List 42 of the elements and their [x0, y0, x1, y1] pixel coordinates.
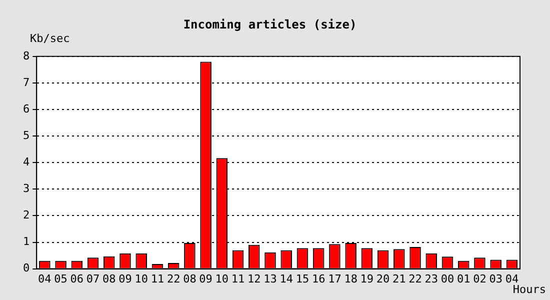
y-tick-label: 4 [23, 155, 30, 168]
x-tick-label: 05 [54, 272, 68, 286]
x-tick-label: 10 [215, 272, 229, 286]
x-tick-label: 19 [360, 272, 374, 286]
x-tick-label: 08 [183, 272, 196, 286]
x-tick-label: 23 [424, 272, 438, 286]
y-tick-label: 5 [23, 128, 30, 142]
x-tick-label: 20 [376, 272, 390, 286]
x-tick-label: 06 [70, 272, 84, 286]
x-tick-label: 08 [102, 272, 116, 286]
x-tick-label: 22 [166, 272, 180, 286]
x-tick-label: 10 [134, 272, 148, 286]
y-tick-label: 0 [23, 262, 30, 275]
y-tick-label: 8 [23, 49, 30, 62]
x-tick-label: 11 [231, 272, 245, 286]
x-tick-label: 18 [344, 272, 358, 286]
y-tick-label: 2 [23, 208, 30, 222]
y-tick-label: 7 [23, 76, 30, 89]
x-tick-label: 03 [489, 272, 502, 286]
x-tick-label: 04 [505, 272, 519, 286]
x-tick-label: 02 [473, 272, 486, 286]
y-tick-label: 6 [23, 102, 30, 116]
x-tick-label: 15 [296, 272, 310, 286]
y-tick-label: 3 [23, 182, 30, 196]
x-tick-label: 09 [118, 272, 132, 286]
y-axis-title: Kb/sec [30, 32, 70, 45]
x-tick-label: 12 [248, 272, 261, 286]
x-tick-label: 01 [456, 272, 470, 286]
x-tick-label: 16 [312, 272, 326, 286]
y-tick-label: 1 [23, 235, 30, 248]
x-tick-label: 14 [280, 272, 294, 286]
x-tick-label: 17 [328, 272, 342, 286]
x-tick-label: 07 [86, 272, 100, 286]
x-axis-title: Hours [512, 283, 546, 296]
x-tick-label: 21 [392, 272, 406, 286]
x-tick-label: 11 [150, 272, 164, 286]
x-tick-label: 00 [440, 272, 454, 286]
x-tick-label: 09 [199, 272, 212, 286]
x-tick-label: 22 [408, 272, 422, 286]
x-tick-label: 13 [264, 272, 277, 286]
chart-title: Incoming articles (size) [183, 17, 357, 32]
x-tick-label: 04 [38, 272, 52, 286]
